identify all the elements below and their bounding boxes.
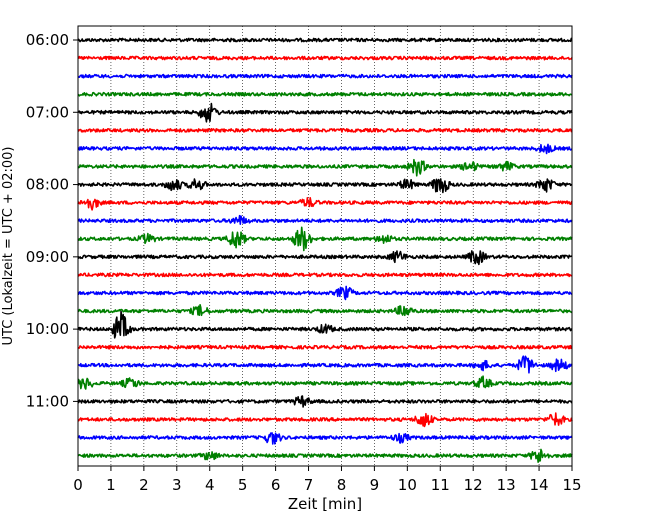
trace-line	[77, 37, 573, 43]
trace-line	[77, 102, 573, 123]
x-tick-label: 14	[530, 476, 549, 494]
x-tick-label: 3	[172, 476, 182, 494]
x-tick-label: 15	[562, 476, 581, 494]
trace-line	[77, 375, 573, 390]
y-axis-ticks: 06:00 07:00 08:00 09:00 10:00 11:00	[26, 31, 78, 410]
trace-line	[77, 197, 573, 211]
trace-line	[77, 158, 573, 177]
y-tick-label: 09:00	[26, 248, 69, 266]
trace-line	[77, 344, 573, 350]
vertical-grid	[110, 26, 540, 466]
x-axis-label: Zeit [min]	[288, 495, 362, 513]
x-axis-ticks: 0 1 2 3 4 5 6 7 8 9 10 11 12 13 14 15	[73, 466, 582, 494]
y-tick-label: 08:00	[26, 176, 69, 194]
seismic-traces	[77, 37, 573, 463]
trace-line	[77, 412, 573, 428]
trace-line	[77, 143, 573, 155]
x-tick-label: 0	[73, 476, 83, 494]
trace-line	[77, 448, 573, 463]
trace-line	[77, 55, 573, 61]
plot-frame	[77, 25, 573, 467]
trace-line	[77, 285, 573, 301]
y-tick-label: 10:00	[26, 320, 69, 338]
y-axis-label: UTC (Lokalzeit = UTC + 02:00)	[1, 147, 16, 346]
trace-line	[77, 91, 573, 97]
x-tick-label: 5	[238, 476, 248, 494]
x-tick-label: 12	[464, 476, 483, 494]
y-tick-label: 06:00	[26, 31, 69, 49]
x-tick-label: 7	[304, 476, 314, 494]
x-tick-label: 2	[139, 476, 149, 494]
x-tick-label: 4	[205, 476, 215, 494]
y-tick-label: 07:00	[26, 103, 69, 121]
x-tick-label: 9	[370, 476, 380, 494]
trace-line	[77, 432, 573, 445]
trace-line	[77, 272, 573, 278]
trace-line	[77, 214, 573, 225]
trace-line	[77, 395, 573, 408]
trace-line	[77, 304, 573, 317]
y-tick-label: 11:00	[26, 392, 69, 410]
trace-line	[77, 250, 573, 266]
x-tick-label: 13	[497, 476, 516, 494]
x-tick-label: 1	[106, 476, 116, 494]
trace-line	[77, 355, 573, 374]
trace-line	[77, 226, 573, 252]
x-tick-label: 11	[431, 476, 450, 494]
trace-line	[77, 310, 573, 339]
x-tick-label: 10	[398, 476, 417, 494]
trace-line	[77, 73, 573, 79]
trace-line	[77, 178, 573, 194]
trace-line	[77, 127, 573, 133]
x-tick-label: 6	[271, 476, 281, 494]
x-tick-label: 8	[337, 476, 347, 494]
